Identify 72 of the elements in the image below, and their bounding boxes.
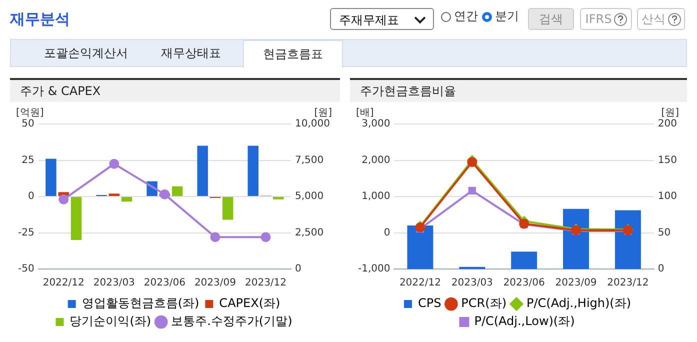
legend-label: PCR(좌) (461, 296, 507, 310)
y-tick-label: 50 (22, 118, 34, 130)
legend-label: 당기순이익(좌) (70, 314, 152, 328)
bar (172, 186, 183, 196)
y2-tick-label: 7,500 (295, 154, 324, 166)
bar (407, 226, 434, 269)
x-tick-label: 2023/06 (503, 278, 545, 289)
y2-tick-label: 0 (658, 264, 664, 275)
text: 산식 (637, 8, 685, 30)
bar (248, 146, 258, 196)
point (160, 189, 170, 200)
chart-title: 주가 & CAPEX (10, 80, 340, 102)
bar (563, 208, 589, 269)
y-tick-label: 3,000 (362, 118, 390, 130)
x-tick-label: 2023/03 (451, 278, 493, 289)
text: 포괄손익계산서 (43, 45, 129, 62)
legend-label: 보통주.수정주가(기말) (171, 314, 292, 328)
text: IFRS (580, 8, 632, 30)
legend-label: P/C(Adj.,Low)(좌) (474, 314, 575, 328)
y-tick-label: -50 (18, 264, 34, 275)
legend-label: CAPEX(좌) (219, 296, 280, 310)
y2-tick-label: 200 (658, 118, 678, 130)
point (260, 232, 271, 242)
y-tick-label: 2,000 (362, 154, 390, 166)
point (468, 186, 476, 195)
y2-tick-label: 0 (295, 264, 302, 275)
point (467, 157, 478, 168)
y-tick-label: 0 (28, 191, 34, 202)
y-axis-title: [배] (356, 108, 374, 119)
text: 현금흐름표 (243, 40, 343, 68)
y-tick-label: -1,000 (358, 264, 390, 275)
bar (197, 146, 208, 196)
y-tick-label: 0 (384, 227, 390, 238)
x-tick-label: 2023/12 (607, 278, 649, 289)
point (109, 158, 120, 169)
y2-tick-label: 5,000 (295, 191, 324, 202)
x-tick-label: 2023/03 (93, 278, 135, 289)
point (58, 194, 69, 204)
y2-tick-label: 10,000 (295, 118, 330, 130)
point (210, 232, 220, 242)
y2-axis-title: [원] (661, 108, 680, 119)
x-tick-label: 2022/12 (399, 278, 441, 289)
bar (70, 197, 82, 240)
chart-title: 주가현금흐름비율 (350, 80, 687, 102)
y2-tick-label: 50 (658, 227, 671, 238)
text: 주재무제표 (330, 8, 434, 30)
bar (121, 197, 132, 202)
y2-tick-label: 150 (658, 154, 678, 166)
bar (511, 252, 538, 269)
text: 재무상태표 (160, 45, 222, 62)
x-tick-label: 2023/06 (144, 278, 186, 289)
y-tick-label: 25 (22, 154, 34, 166)
legend-label: CPS (418, 296, 442, 310)
x-tick-label: 2023/12 (244, 278, 287, 289)
text: 분기 (495, 8, 519, 25)
bar (222, 197, 234, 220)
legend-label: 영업활동현금흐름(좌) (82, 296, 200, 310)
legend-label: P/C(Adj.,High)(좌) (526, 296, 632, 310)
text: 연간 (454, 8, 478, 25)
bar (614, 210, 641, 269)
y2-axis-title: [원] (314, 108, 332, 119)
text: 재무분석 (10, 10, 70, 29)
y-axis-title: [억원] (16, 108, 44, 119)
y2-tick-label: 100 (658, 191, 678, 202)
y2-tick-label: 2,500 (295, 227, 324, 238)
x-tick-label: 2022/12 (42, 278, 84, 289)
x-tick-label: 2023/09 (194, 278, 236, 289)
text: 검색 (528, 8, 574, 30)
x-tick-label: 2023/09 (555, 278, 597, 289)
bar (46, 158, 56, 196)
y-tick-label: 1,000 (362, 191, 390, 202)
y-tick-label: -25 (18, 227, 34, 238)
